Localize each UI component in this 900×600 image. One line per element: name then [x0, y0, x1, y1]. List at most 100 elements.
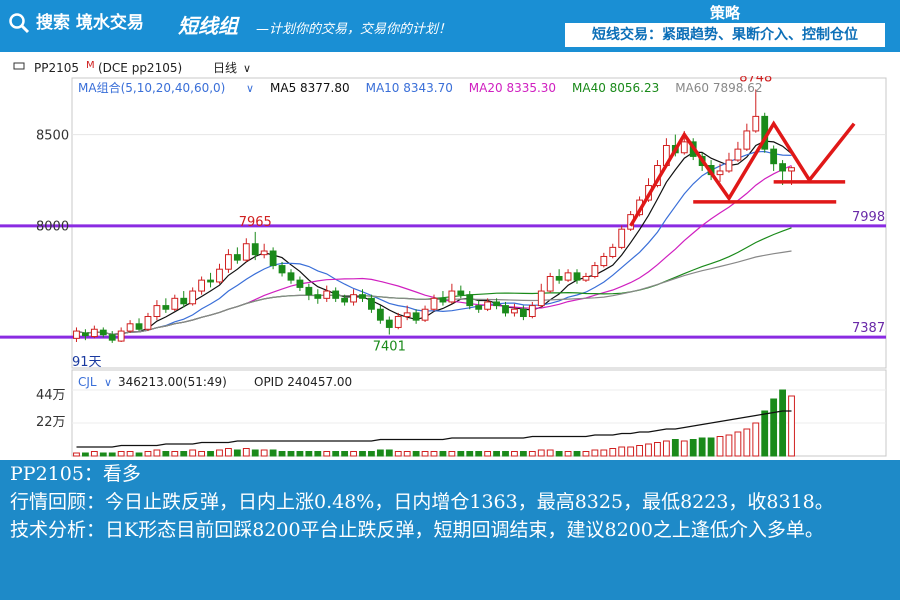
volume-bar	[82, 452, 89, 457]
link-icon[interactable]	[13, 62, 25, 70]
candle-body	[412, 312, 420, 321]
candle-body	[457, 290, 465, 296]
candle-body	[555, 275, 563, 281]
volume-bar	[671, 439, 679, 457]
candle-body	[368, 297, 375, 310]
volume-bar	[493, 451, 500, 457]
volume-bar	[600, 449, 608, 457]
candle-body	[225, 254, 232, 270]
candle-body	[260, 250, 268, 256]
candle-body	[296, 279, 304, 288]
volume-bar	[457, 451, 465, 457]
volume-bar	[403, 451, 411, 457]
volume-bar	[368, 451, 375, 457]
candle-body	[725, 159, 733, 172]
candle-body	[341, 297, 349, 303]
strategy-panel: 策略 短线交易：紧跟趋势、果断介入、控制仓位	[562, 2, 888, 48]
candle-body	[126, 323, 134, 332]
candle-body	[314, 294, 322, 299]
volume-bar	[528, 451, 536, 457]
annotation-label: 7965	[239, 215, 272, 230]
opid-value: OPID 240457.00	[254, 375, 352, 389]
candle-body	[269, 250, 277, 267]
volume-bar	[788, 395, 795, 457]
volume-bar	[73, 452, 80, 457]
candle-body	[466, 294, 474, 307]
candle-body	[332, 290, 340, 299]
volume-bar	[251, 449, 259, 457]
chevron-down-icon[interactable]: ∨	[243, 62, 251, 75]
candle-body	[430, 297, 438, 310]
candle-body	[537, 290, 545, 307]
candle-body	[90, 328, 98, 338]
candle-body	[421, 308, 429, 321]
volume-bar	[126, 451, 134, 457]
candle-body	[287, 272, 295, 281]
contract-label: (DCE pp2105)	[98, 61, 182, 75]
analysis-summary: PP2105：看多 行情回顾：今日止跌反弹，日内上涨0.48%，日内增仓1363…	[0, 460, 900, 600]
volume-bar	[716, 436, 724, 457]
candle-body	[99, 329, 107, 336]
candle-body	[502, 305, 509, 314]
volume-bar	[350, 451, 357, 457]
volume-bar	[555, 451, 563, 457]
volume-bar	[242, 448, 250, 457]
level-label: 7387	[852, 321, 885, 336]
volume-bar	[546, 449, 554, 457]
volume-bar	[680, 440, 688, 457]
volume-bar	[323, 451, 331, 457]
volume-bar	[689, 439, 697, 457]
candle-body	[448, 290, 456, 303]
volume-bar	[654, 442, 661, 457]
volume-legend-label[interactable]: CJL	[78, 375, 97, 389]
candle-body	[359, 294, 366, 299]
volume-bar	[269, 449, 277, 457]
candle-body	[144, 316, 152, 330]
header-bar: 搜索 境水交易 短线组 —计划你的交易，交易你的计划！ 策略 短线交易：紧跟趋势…	[0, 0, 900, 52]
volume-tick-label: 44万	[36, 388, 66, 403]
volume-bar	[662, 440, 670, 457]
chevron-down-icon[interactable]: ∨	[246, 82, 254, 95]
ma-legend-item: MA60 7898.62	[675, 81, 762, 95]
volume-bar	[502, 451, 509, 457]
volume-bar	[627, 446, 635, 457]
volume-bar	[770, 398, 778, 457]
candle-body	[519, 308, 527, 318]
brand-slogan: —计划你的交易，交易你的计划！	[256, 22, 452, 37]
volume-bar	[519, 451, 527, 457]
candle-body	[716, 170, 724, 176]
volume-bar	[216, 449, 223, 457]
y-tick-label: 8500	[36, 129, 69, 144]
period-dropdown[interactable]: 日线	[213, 61, 237, 75]
volume-bar	[779, 389, 786, 457]
open-interest-line	[76, 410, 792, 448]
chevron-down-icon[interactable]: ∨	[104, 376, 112, 389]
ma-legend-label[interactable]: MA组合(5,10,20,40,60,0)	[78, 80, 225, 95]
chart-frame	[71, 77, 887, 369]
volume-bar	[108, 452, 116, 457]
volume-bar	[135, 452, 143, 457]
volume-bar	[698, 437, 706, 457]
volume-bar	[752, 422, 760, 457]
candle-body	[734, 148, 742, 161]
volume-bar	[394, 451, 402, 457]
brand-group: 短线组	[178, 14, 238, 38]
candle-body	[376, 308, 384, 321]
volume-bar	[439, 451, 447, 457]
volume-bar	[537, 449, 545, 457]
candle-body	[564, 272, 572, 281]
candle-body	[216, 268, 223, 283]
candle-body	[779, 163, 786, 172]
volume-tick-label: 22万	[36, 415, 66, 430]
volume-bar	[314, 451, 322, 457]
ma-legend-item: MA5 8377.80	[270, 81, 350, 95]
volume-bar	[332, 451, 340, 457]
volume-bar	[448, 451, 456, 457]
volume-bar	[144, 451, 152, 457]
candle-body	[153, 305, 161, 318]
volume-bar	[645, 443, 652, 457]
candle-body	[528, 305, 536, 318]
candle-body	[770, 148, 778, 165]
volume-bar	[207, 451, 214, 457]
